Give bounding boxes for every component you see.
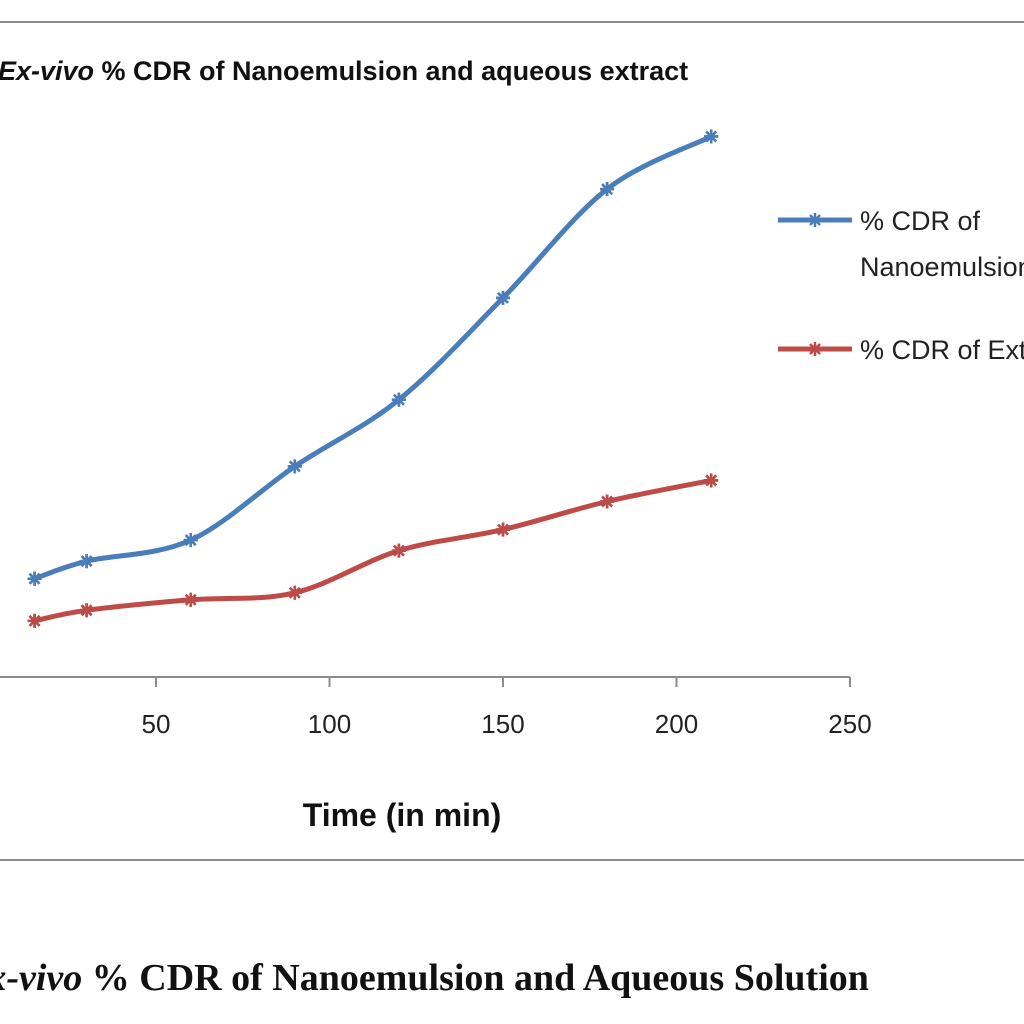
legend-marker xyxy=(808,213,822,227)
series-2 xyxy=(27,473,719,628)
series-line xyxy=(32,133,714,582)
data-point-color xyxy=(704,129,719,144)
data-point-color xyxy=(496,522,510,537)
data-point-color xyxy=(79,603,94,618)
x-tick-label: 50 xyxy=(142,709,171,739)
caption-italic: Ex-vivo xyxy=(0,957,82,999)
x-tick-label: 150 xyxy=(481,709,524,739)
series-line xyxy=(32,477,714,624)
series-1 xyxy=(27,129,719,586)
data-point-color xyxy=(79,554,94,569)
legend-label: % CDR of xyxy=(860,206,981,236)
data-point-color xyxy=(600,182,615,197)
data-point-color xyxy=(183,533,198,548)
x-tick-label: 200 xyxy=(655,709,698,739)
data-point-color xyxy=(27,571,42,586)
figure-caption: Ex-vivo % CDR of Nanoemulsion and Aqueou… xyxy=(0,957,869,999)
x-tick-label: 250 xyxy=(828,709,871,739)
chart-title-italic: Ex-vivo xyxy=(0,56,94,86)
legend-label: % CDR of Extract xyxy=(860,335,1024,365)
caption-rest: % CDR of Nanoemulsion and Aqueous Soluti… xyxy=(82,957,869,999)
x-ticks: 50 100 150 200 250 xyxy=(142,677,872,739)
x-axis-label: Time (in min) xyxy=(303,797,502,833)
chart-title-rest: % CDR of Nanoemulsion and aqueous extrac… xyxy=(94,56,688,86)
data-point-color xyxy=(287,585,302,600)
data-point-color xyxy=(27,613,42,628)
chart-title: Ex-vivo % CDR of Nanoemulsion and aqueou… xyxy=(0,56,688,86)
data-point-color xyxy=(391,543,406,558)
legend: % CDR of Nanoemulsion % CDR of Extract xyxy=(778,206,1024,365)
series-layer xyxy=(27,129,719,628)
data-point-color xyxy=(496,290,510,305)
data-point-color xyxy=(600,494,615,509)
x-tick-label: 100 xyxy=(308,709,351,739)
data-point-color xyxy=(391,392,406,407)
data-point-color xyxy=(183,592,198,607)
legend-label: Nanoemulsion xyxy=(860,252,1024,282)
data-point-color xyxy=(704,473,719,488)
data-point-color xyxy=(287,459,302,474)
legend-marker xyxy=(808,342,822,356)
